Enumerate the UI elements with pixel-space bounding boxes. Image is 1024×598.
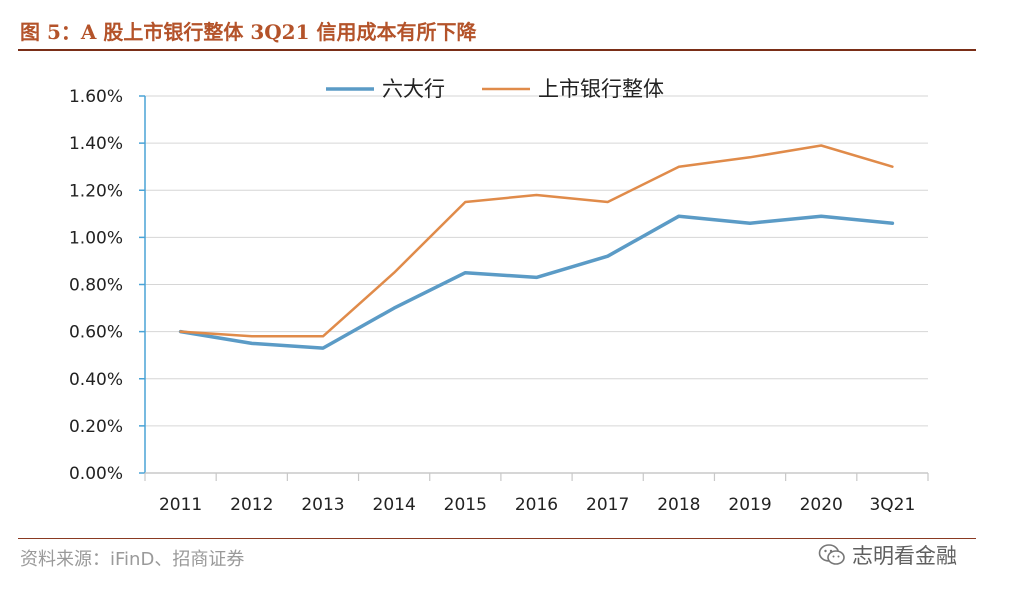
- legend-label: 上市银行整体: [538, 77, 664, 101]
- y-tick-label: 1.00%: [69, 228, 123, 248]
- x-tick-label: 2011: [159, 495, 202, 515]
- y-tick-label: 1.60%: [69, 87, 123, 107]
- y-tick-label: 1.40%: [69, 134, 123, 154]
- legend: 六大行 上市银行整体: [326, 77, 664, 101]
- axes: [139, 95, 929, 481]
- y-tick-label: 0.40%: [69, 370, 123, 390]
- y-tick-label: 0.80%: [69, 276, 123, 296]
- y-tick-label: 1.20%: [69, 181, 123, 201]
- x-tick-label: 2012: [230, 495, 273, 515]
- x-tick-label: 2018: [657, 495, 700, 515]
- y-tick-label: 0.00%: [69, 464, 123, 484]
- y-axis-labels: 0.00% 0.20% 0.40% 0.60% 0.80% 1.00% 1.20% 1.40%…: [69, 87, 123, 484]
- series-lines: [178, 144, 895, 350]
- y-tick-label: 0.20%: [69, 417, 123, 437]
- figure-title: 图 5：A 股上市银行整体 3Q21 信用成本有所下降: [20, 20, 477, 44]
- legend-label: 六大行: [382, 77, 445, 101]
- x-axis-labels: 2011 2012 2013 2014 2015 2016 2017 2018 2019 2020…: [159, 495, 915, 515]
- wechat-icon: [818, 544, 845, 565]
- x-tick-label: 2020: [800, 495, 843, 515]
- x-tick-label: 2017: [586, 495, 629, 515]
- x-tick-label: 2013: [301, 495, 344, 515]
- x-tick-label: 2014: [373, 495, 416, 515]
- source-note: 资料来源：iFinD、招商证券: [20, 549, 245, 570]
- watermark: 志明看金融: [818, 540, 957, 570]
- x-tick-label: 2015: [444, 495, 487, 515]
- line-chart: 0.00% 0.20% 0.40% 0.60% 0.80% 1.00% 1.20% 1.40%…: [69, 77, 929, 515]
- series-line-1: [178, 214, 895, 350]
- gridlines: [145, 95, 928, 427]
- title-divider: [18, 49, 976, 51]
- watermark-text: 志明看金融: [852, 544, 957, 568]
- x-tick-label: 2016: [515, 495, 558, 515]
- footer-divider: [18, 538, 976, 539]
- x-tick-label: 2019: [728, 495, 771, 515]
- x-tick-label: 3Q21: [869, 495, 915, 515]
- y-tick-label: 0.60%: [69, 323, 123, 343]
- series-line-2: [179, 144, 894, 338]
